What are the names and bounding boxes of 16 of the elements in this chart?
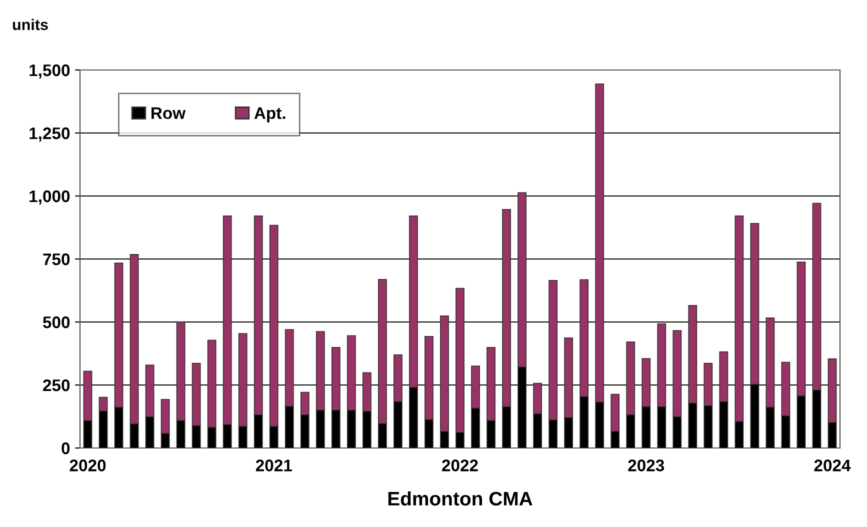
y-tick-label: 1,000 <box>30 190 70 205</box>
y-tick-label: 500 <box>42 316 70 328</box>
y-tick-label: 0 <box>62 442 70 454</box>
y-tick-label: 1,500 <box>30 64 70 79</box>
x-tick-label: 2024 <box>814 460 851 472</box>
y-axis-title: units <box>12 18 48 30</box>
x-tick-label: 2022 <box>442 460 478 472</box>
x-axis-title: Edmonton CMA <box>388 491 532 506</box>
legend-label: Row <box>152 107 186 120</box>
legend-label: Apt. <box>254 107 286 122</box>
y-tick-label: 1,250 <box>30 127 70 142</box>
y-tick-label: 750 <box>43 253 70 266</box>
x-tick-label: 2023 <box>628 460 664 472</box>
y-tick-label: 250 <box>43 379 70 392</box>
x-tick-label: 2021 <box>256 460 292 472</box>
x-tick-label: 2020 <box>70 460 106 472</box>
